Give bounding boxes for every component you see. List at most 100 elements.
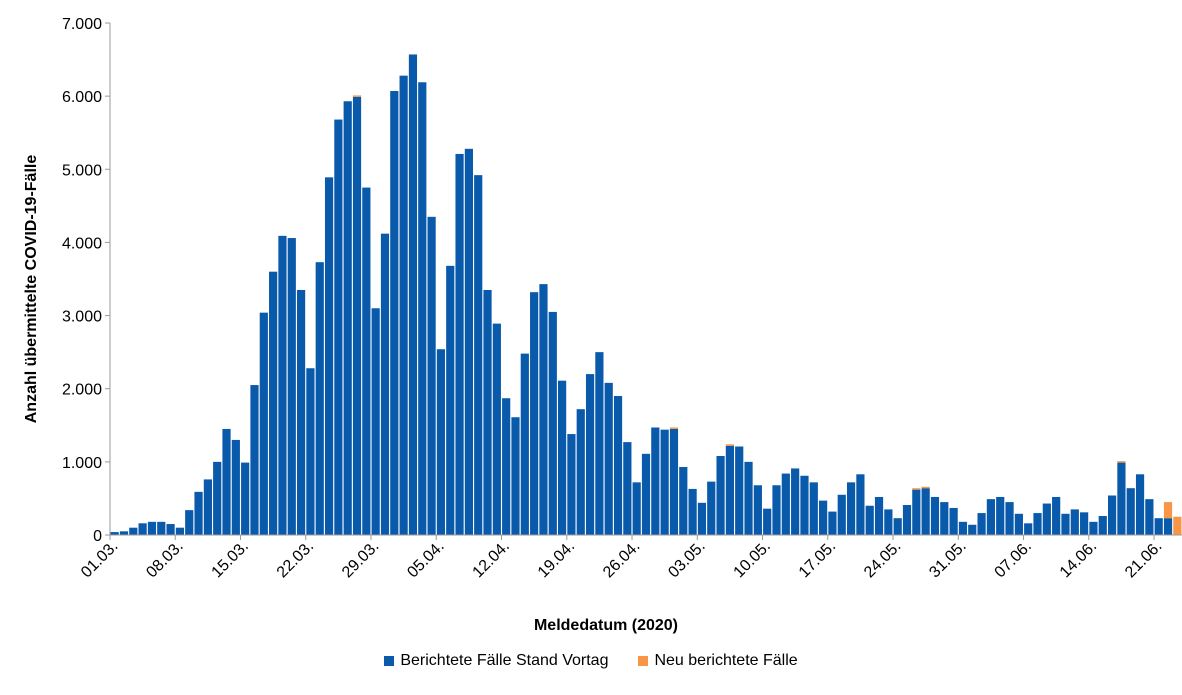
bar-previous	[110, 532, 119, 535]
bar-new	[1117, 461, 1126, 463]
bar-previous	[1098, 515, 1107, 535]
bar-previous	[259, 312, 268, 535]
bar-previous	[679, 466, 688, 535]
bar-previous	[1117, 462, 1126, 535]
bar-previous	[884, 509, 893, 535]
bar-previous	[119, 531, 129, 535]
bar-previous	[707, 481, 716, 535]
bar-previous	[613, 396, 623, 535]
bar-previous	[147, 521, 157, 535]
bar-new	[1173, 516, 1182, 535]
bar-new	[921, 486, 930, 489]
bar-previous	[558, 380, 567, 535]
bar-new	[669, 427, 679, 429]
bar-previous	[343, 101, 352, 535]
legend-swatch-new	[638, 656, 649, 666]
legend-swatch-previous	[384, 656, 395, 666]
x-tick-label: 21.06.	[1122, 538, 1165, 581]
x-tick-label: 05.04.	[404, 538, 447, 581]
legend-item-previous: Berichtete Fälle Stand Vortag	[384, 652, 608, 670]
bar-previous	[1163, 518, 1173, 535]
x-tick-label: 08.03.	[143, 538, 186, 581]
bar-previous	[436, 349, 446, 535]
bar-previous	[1070, 509, 1079, 535]
y-tick-label: 3.000	[62, 309, 102, 326]
bar-previous	[819, 500, 828, 535]
bar-previous	[250, 385, 259, 535]
bars	[110, 54, 1182, 536]
bar-previous	[977, 513, 986, 535]
bar-new	[912, 488, 921, 490]
bar-previous	[306, 368, 315, 535]
bar-previous	[1052, 496, 1061, 535]
y-tick-label: 7.000	[62, 16, 102, 33]
bar-previous	[595, 352, 604, 535]
bar-previous	[865, 505, 874, 535]
bar-previous	[511, 417, 520, 535]
x-tick-label: 15.03.	[209, 538, 252, 581]
bar-previous	[688, 488, 697, 535]
bar-previous	[735, 446, 744, 535]
bar-previous	[324, 177, 334, 535]
bar-previous	[902, 505, 912, 535]
y-axis-ticks: 0 1.000 2.000 3.000 4.000 5.000 6.000 7.000	[62, 16, 110, 545]
bar-previous	[269, 271, 278, 535]
bar-previous	[241, 462, 250, 535]
bar-previous	[1024, 523, 1033, 535]
bar-previous	[278, 235, 287, 535]
bar-previous	[203, 479, 212, 535]
bar-previous	[968, 524, 977, 535]
x-tick-label: 07.06.	[992, 538, 1035, 581]
bar-previous	[781, 473, 790, 535]
bar-previous	[530, 292, 539, 535]
bar-previous	[427, 216, 436, 535]
bar-previous	[763, 508, 772, 535]
bar-previous	[185, 510, 194, 535]
bar-previous	[744, 461, 753, 535]
bar-previous	[1145, 499, 1154, 535]
bar-previous	[296, 289, 306, 535]
y-tick-label: 5.000	[62, 162, 102, 179]
bar-previous	[390, 91, 399, 536]
bar-previous	[408, 54, 418, 535]
x-tick-label: 22.03.	[274, 538, 317, 581]
bar-previous	[996, 496, 1005, 535]
bar-new	[725, 444, 734, 446]
bar-previous	[399, 75, 408, 535]
bar-previous	[138, 523, 147, 535]
bar-previous	[1107, 495, 1117, 535]
bar-previous	[632, 482, 641, 535]
legend-label-new: Neu berichtete Fälle	[654, 652, 798, 669]
bar-previous	[912, 489, 921, 535]
bar-previous	[1005, 502, 1014, 535]
axes	[109, 23, 1182, 536]
bar-previous	[1033, 513, 1042, 535]
bar-previous	[1089, 521, 1098, 535]
bar-previous	[1135, 474, 1145, 535]
bar-previous	[809, 482, 818, 535]
x-tick-label: 03.05.	[665, 538, 708, 581]
bar-previous	[157, 521, 166, 535]
x-tick-label: 24.05.	[861, 538, 904, 581]
bar-previous	[846, 482, 856, 535]
bar-previous	[483, 289, 492, 535]
bar-previous	[455, 153, 464, 535]
x-tick-label: 14.06.	[1057, 538, 1100, 581]
x-tick-label: 31.05.	[926, 538, 969, 581]
bar-previous	[940, 502, 949, 535]
bar-previous	[874, 496, 884, 535]
bar-previous	[213, 461, 222, 535]
x-tick-label: 29.03.	[339, 538, 382, 581]
y-tick-label: 4.000	[62, 235, 102, 252]
x-tick-label: 17.05.	[796, 538, 839, 581]
bar-previous	[893, 518, 902, 535]
bar-previous	[520, 353, 529, 535]
bar-previous	[651, 427, 660, 535]
y-tick-label: 6.000	[62, 89, 102, 106]
y-tick-label: 0	[93, 528, 102, 545]
bar-previous	[231, 439, 240, 535]
bar-previous	[548, 311, 557, 535]
x-tick-label: 12.04.	[470, 538, 513, 581]
bar-previous	[129, 527, 138, 535]
bar-previous	[539, 284, 548, 535]
